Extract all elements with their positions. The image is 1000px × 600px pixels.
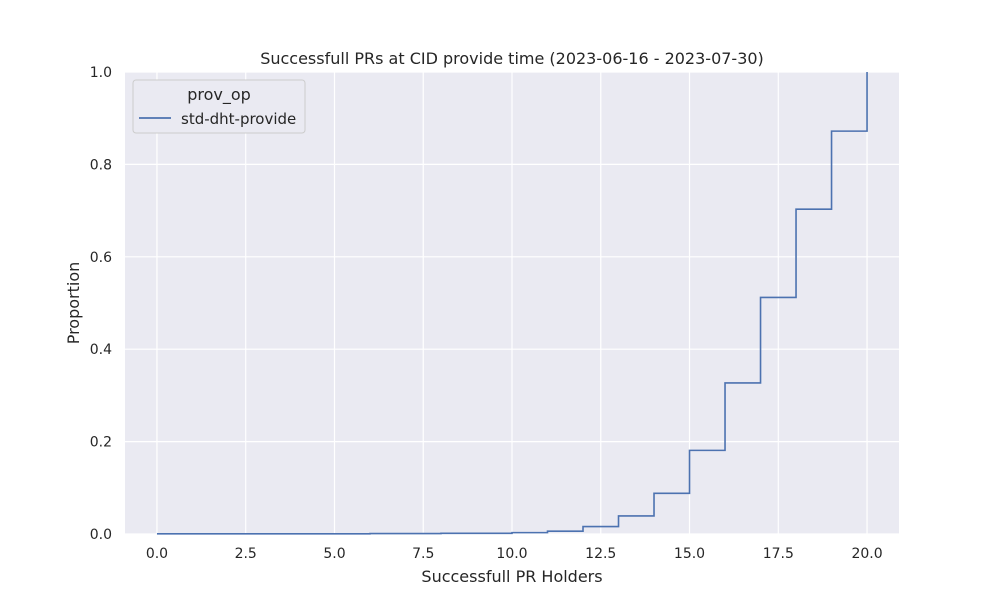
x-tick-label: 5.0 — [323, 546, 345, 562]
x-tick-label: 0.0 — [146, 546, 168, 562]
x-tick-label: 17.5 — [763, 546, 794, 562]
chart-title: Successfull PRs at CID provide time (202… — [260, 49, 764, 68]
x-tick-label: 12.5 — [585, 546, 616, 562]
legend-label-std-dht-provide: std-dht-provide — [181, 110, 296, 128]
x-tick-label: 7.5 — [412, 546, 434, 562]
series-line-std-dht-provide — [156, 72, 868, 535]
x-tick-label: 20.0 — [851, 546, 882, 562]
x-tick-label: 10.0 — [496, 546, 527, 562]
x-tick-label: 15.0 — [674, 546, 705, 562]
y-tick-label: 0.8 — [90, 157, 112, 173]
y-tick-label: 0.6 — [90, 250, 112, 266]
legend-title: prov_op — [187, 85, 251, 105]
legend: prov_op std-dht-provide — [132, 79, 306, 134]
y-tick-label: 0.2 — [90, 435, 112, 451]
x-axis-label: Successfull PR Holders — [421, 567, 602, 586]
x-tick-label: 2.5 — [235, 546, 257, 562]
y-axis: 0.0 0.2 0.4 0.6 0.8 1.0 — [90, 65, 112, 543]
y-tick-label: 1.0 — [90, 65, 112, 81]
x-axis: 0.0 2.5 5.0 7.5 10.0 12.5 15.0 17.5 20.0 — [146, 546, 883, 562]
y-tick-label: 0.0 — [90, 527, 112, 543]
y-axis-label: Proportion — [64, 262, 83, 345]
y-tick-label: 0.4 — [90, 342, 112, 358]
legend-box — [132, 79, 306, 134]
